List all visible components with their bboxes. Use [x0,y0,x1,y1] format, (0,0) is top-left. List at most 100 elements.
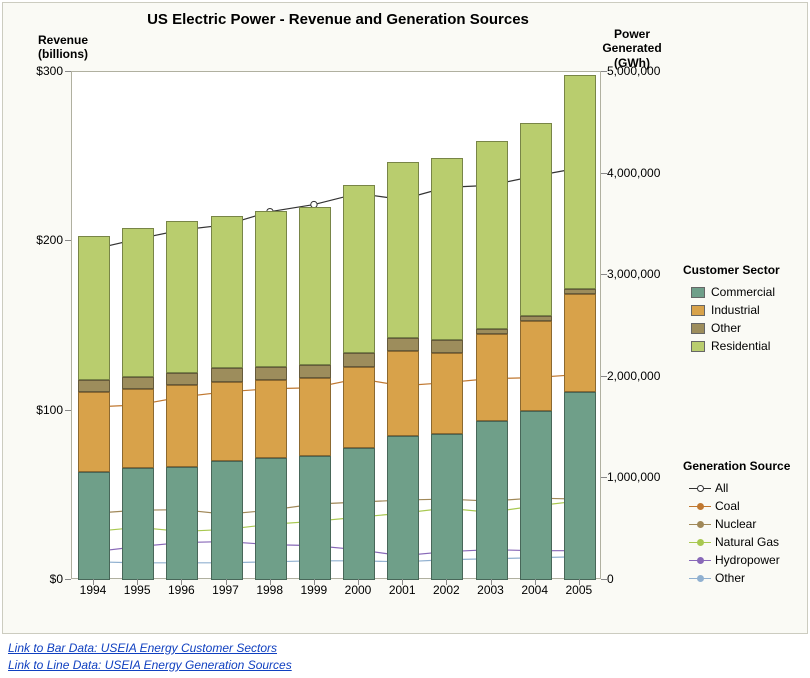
tick [491,579,492,585]
legend-row: Nuclear [683,515,790,533]
chart-frame: US Electric Power - Revenue and Generati… [2,2,808,634]
x-axis-tick-label: 1994 [80,583,107,597]
bar-segment-commercial [255,458,287,580]
link-line-data[interactable]: Link to Line Data: USEIA Energy Generati… [8,657,802,674]
legend-label: Other [715,571,745,585]
bar-segment-industrial [78,392,110,472]
tick [402,579,403,585]
legend-line-title: Generation Source [683,459,790,473]
bar-segment-other [299,365,331,379]
tick [65,240,71,241]
bar-segment-other [122,377,154,389]
tick [65,579,71,580]
legend-label: Nuclear [715,517,756,531]
legend-label: Industrial [711,303,760,317]
legend-row: All [683,479,790,497]
bar-segment-other [211,368,243,382]
right-axis-tick-label: 5,000,000 [607,64,660,78]
bar-segment-residential [387,162,419,338]
bar-segment-residential [431,158,463,339]
tick [314,579,315,585]
tick [137,579,138,585]
tick [270,579,271,585]
legend-bar-title: Customer Sector [683,263,780,277]
bar-segment-commercial [387,436,419,580]
tick [446,579,447,585]
bar-segment-industrial [343,367,375,448]
x-axis-tick-label: 1997 [212,583,239,597]
legend-row: Other [683,319,780,337]
right-axis-tick-label: 1,000,000 [607,470,660,484]
bar-segment-other [255,367,287,381]
right-axis-tick-label: 3,000,000 [607,267,660,281]
bar-segment-industrial [211,382,243,462]
legend-label: All [715,481,728,495]
legend-line-swatch [689,500,711,512]
bar-segment-commercial [520,411,552,580]
tick [226,579,227,585]
legend-row: Industrial [683,301,780,319]
bar-segment-other [343,353,375,367]
legend-generation-source: Generation Source All Coal Nuclear Natural … [683,459,790,587]
legend-line-swatch [689,536,711,548]
legend-label: Residential [711,339,770,353]
left-axis-tick-label: $200 [36,233,63,247]
x-axis-tick-label: 2005 [566,583,593,597]
legend-label: Coal [715,499,740,513]
bar-segment-other [78,380,110,392]
x-axis-tick-label: 2003 [477,583,504,597]
tick [181,579,182,585]
bar-segment-other [476,329,508,334]
chart-title: US Electric Power - Revenue and Generati… [3,11,673,28]
right-axis-tick-label: 2,000,000 [607,369,660,383]
legend-row: Other [683,569,790,587]
bar-segment-industrial [166,385,198,466]
bar-segment-industrial [431,353,463,434]
left-axis-title: Revenue (billions) [33,33,93,62]
bar-segment-commercial [431,434,463,580]
bar-segment-residential [122,228,154,377]
tick [535,579,536,585]
bar-segment-industrial [255,380,287,458]
bar-segment-residential [476,141,508,329]
x-axis-tick-label: 1995 [124,583,151,597]
legend-line-swatch [689,572,711,584]
bar-segment-industrial [520,321,552,411]
tick [358,579,359,585]
x-axis-tick-label: 2000 [345,583,372,597]
bar-segment-residential [343,185,375,353]
bar-segment-other [431,340,463,354]
left-axis-tick-label: $0 [50,572,63,586]
link-bar-data[interactable]: Link to Bar Data: USEIA Energy Customer … [8,640,802,657]
legend-swatch [691,305,705,316]
legend-customer-sector: Customer Sector CommercialIndustrialOthe… [683,263,780,355]
x-axis-tick-label: 2001 [389,583,416,597]
bar-segment-other [520,316,552,321]
bar-segment-industrial [387,351,419,436]
left-axis-tick-label: $100 [36,403,63,417]
legend-row: Natural Gas [683,533,790,551]
x-axis-tick-label: 2004 [521,583,548,597]
bar-segment-commercial [78,472,110,580]
tick [601,376,607,377]
bar-segment-industrial [299,378,331,456]
legend-swatch [691,323,705,334]
legend-swatch [691,287,705,298]
tick [93,579,94,585]
bar-segment-residential [166,221,198,373]
plot-area [71,71,601,579]
tick [579,579,580,585]
x-axis-tick-label: 1999 [300,583,327,597]
legend-row: Hydropower [683,551,790,569]
bar-segment-commercial [211,461,243,580]
right-axis-tick-label: 0 [607,572,614,586]
bar-segment-industrial [476,334,508,420]
x-axis-tick-label: 1996 [168,583,195,597]
legend-label: Hydropower [715,553,780,567]
bar-segment-commercial [299,456,331,580]
bar-segment-residential [78,236,110,380]
right-axis-tick-label: 4,000,000 [607,166,660,180]
bar-segment-residential [564,75,596,288]
bar-segment-industrial [122,389,154,469]
tick [601,477,607,478]
